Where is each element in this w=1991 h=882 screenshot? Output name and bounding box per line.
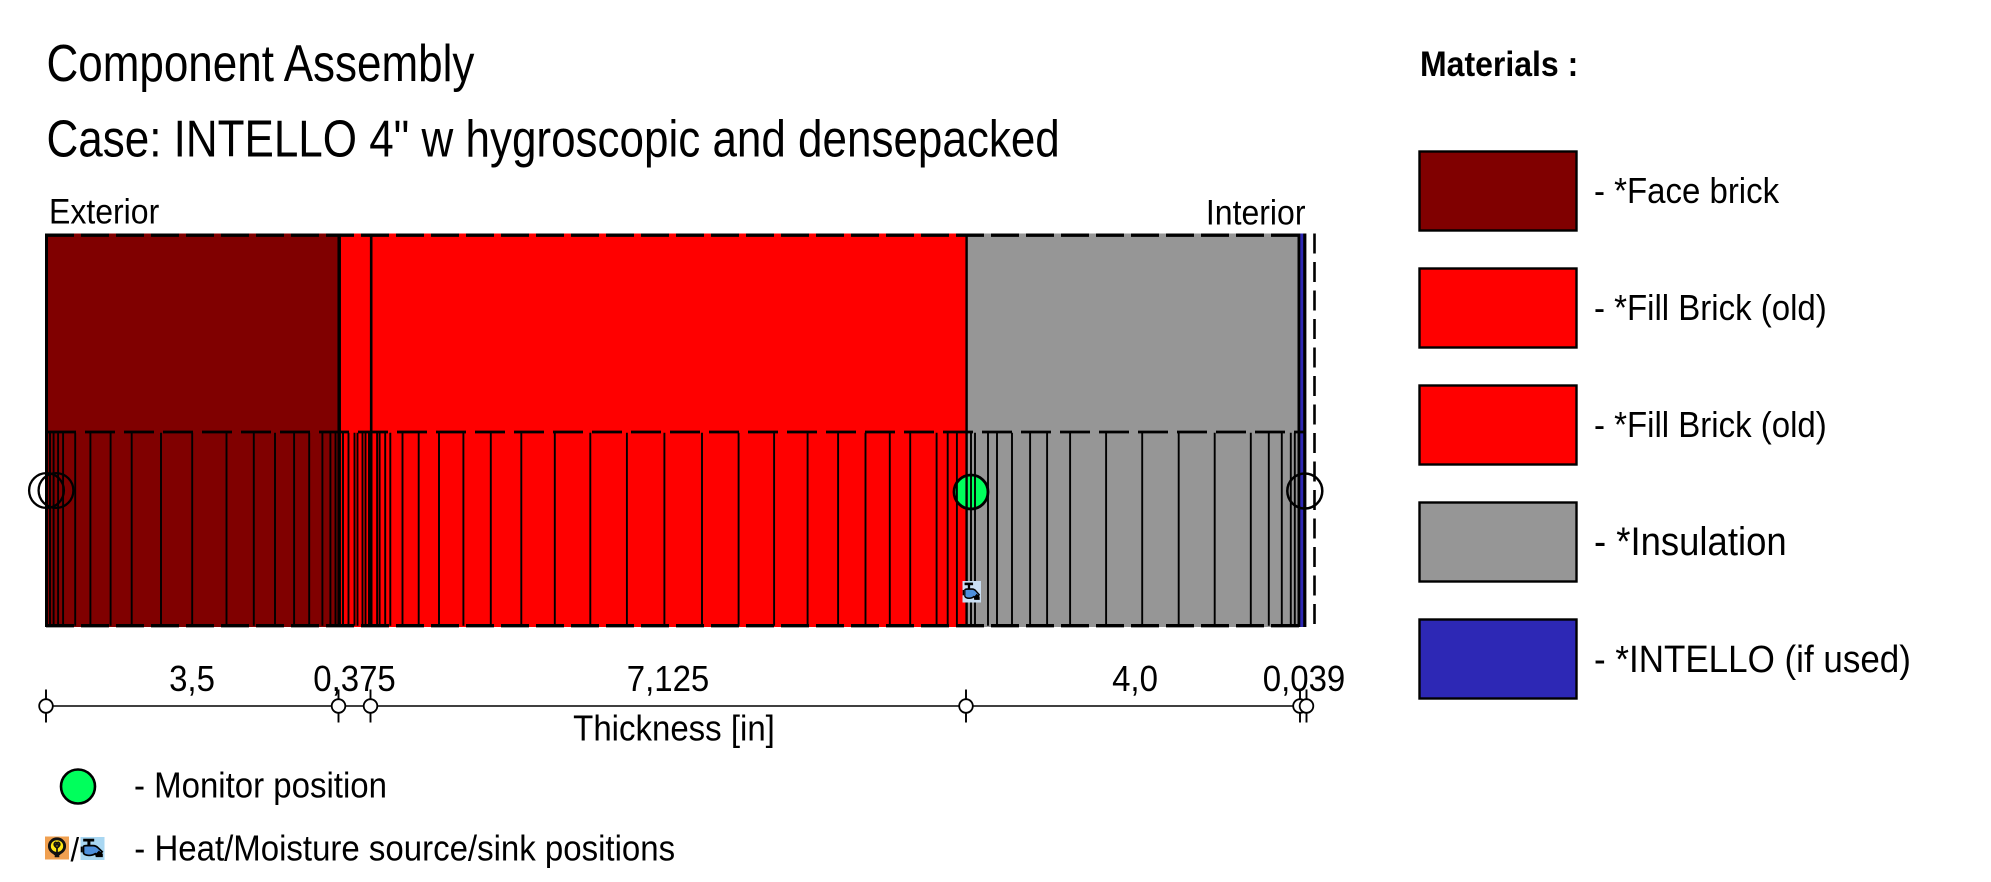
svg-text:- Heat/Moisture source/sink po: - Heat/Moisture source/sink positions — [134, 829, 675, 869]
svg-text:- *Fill Brick (old): - *Fill Brick (old) — [1594, 406, 1827, 446]
svg-text:- *Face brick: - *Face brick — [1594, 172, 1780, 212]
svg-text:4,0: 4,0 — [1112, 660, 1158, 700]
svg-text:0,039: 0,039 — [1263, 660, 1346, 700]
svg-text:Interior: Interior — [1206, 194, 1306, 233]
svg-text:Thickness [in]: Thickness [in] — [573, 709, 775, 749]
svg-text:- *INTELLO (if used): - *INTELLO (if used) — [1594, 638, 1911, 681]
svg-text:7,125: 7,125 — [627, 660, 710, 700]
svg-text:0,375: 0,375 — [313, 660, 396, 700]
svg-text:3,5: 3,5 — [169, 660, 215, 700]
svg-text:Component Assembly: Component Assembly — [47, 36, 475, 93]
svg-text:- *Insulation: - *Insulation — [1594, 520, 1787, 565]
svg-text:- *Fill Brick (old): - *Fill Brick (old) — [1594, 289, 1827, 329]
svg-text:Exterior: Exterior — [49, 193, 159, 232]
svg-text:- Monitor position: - Monitor position — [134, 766, 387, 806]
svg-text:Case: INTELLO 4" w hygroscopic: Case: INTELLO 4" w hygroscopic and dense… — [47, 111, 1060, 168]
svg-text:Materials :: Materials : — [1420, 46, 1578, 85]
svg-text:/: / — [71, 831, 80, 869]
